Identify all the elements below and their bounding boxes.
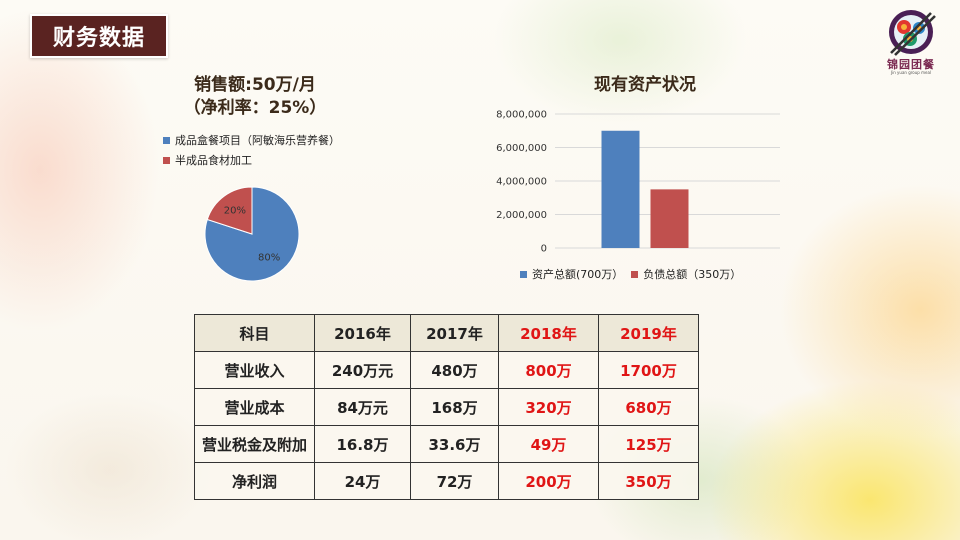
pie-slice-label: 80% <box>258 253 280 264</box>
pie-chart-subtitle: （净利率：25%） <box>183 98 327 118</box>
table-cell: 800万 <box>498 351 599 389</box>
bar-legend-item: 负债总额（350万） <box>631 266 741 282</box>
company-logo: 锦园团餐 Jin yuan group meal <box>876 8 946 80</box>
table-header-cell: 2017年 <box>410 314 499 352</box>
logo-name: 锦园团餐 <box>887 58 935 71</box>
bar-legend-label: 负债总额（350万） <box>643 268 742 281</box>
bar-legend-label: 资产总额(700万） <box>532 268 624 281</box>
bar <box>601 130 640 248</box>
table-cell: 1700万 <box>598 351 699 389</box>
pie-legend-item: 成品盒餐项目（阿敏海乐营养餐） <box>163 130 340 150</box>
legend-swatch-blue <box>163 136 170 144</box>
pie-slice-label: 20% <box>224 205 246 216</box>
y-tick-label: 0 <box>541 244 547 255</box>
table-cell: 24万 <box>314 462 411 500</box>
pie-legend-label: 成品盒餐项目（阿敏海乐营养餐） <box>175 134 340 147</box>
pie-legend: 成品盒餐项目（阿敏海乐营养餐） 半成品食材加工 <box>163 130 340 170</box>
y-tick-label: 2,000,000 <box>496 210 547 221</box>
table-header-cell: 2016年 <box>314 314 411 352</box>
logo-emblem-icon <box>889 10 936 56</box>
table-header-row: 科目 2016年 2017年 2018年 2019年 <box>194 314 699 352</box>
section-header: 财务数据 <box>30 14 168 58</box>
table-cell: 320万 <box>498 388 599 426</box>
y-tick-label: 8,000,000 <box>496 110 547 121</box>
logo-tagline: Jin yuan group meal <box>890 70 932 75</box>
table-cell: 营业收入 <box>194 351 315 389</box>
table-cell: 净利润 <box>194 462 315 500</box>
pie-legend-item: 半成品食材加工 <box>163 150 340 170</box>
table-cell: 168万 <box>410 388 499 426</box>
legend-swatch-red <box>163 156 170 164</box>
table-row: 营业收入 240万元 480万 800万 1700万 <box>194 351 699 389</box>
table-cell: 49万 <box>498 425 599 463</box>
table-header-cell: 科目 <box>194 314 315 352</box>
table-row: 营业税金及附加 16.8万 33.6万 49万 125万 <box>194 425 699 463</box>
legend-swatch-blue <box>520 270 527 278</box>
table-cell: 350万 <box>598 462 699 500</box>
table-cell: 72万 <box>410 462 499 500</box>
pie-legend-label: 半成品食材加工 <box>175 154 252 167</box>
table-cell: 84万元 <box>314 388 411 426</box>
table-cell: 营业税金及附加 <box>194 425 315 463</box>
table-cell: 33.6万 <box>410 425 499 463</box>
table-cell: 16.8万 <box>314 425 411 463</box>
bar-legend-item: 资产总额(700万） <box>520 266 623 282</box>
pie-chart-title: 销售额:50万/月 <box>194 75 316 95</box>
table-cell: 200万 <box>498 462 599 500</box>
bar-legend: 资产总额(700万） 负债总额（350万） <box>520 266 749 282</box>
table-header-cell: 2018年 <box>498 314 599 352</box>
section-title: 财务数据 <box>52 26 145 51</box>
table-row: 营业成本 84万元 168万 320万 680万 <box>194 388 699 426</box>
pie-chart: 80% 20% <box>204 186 300 282</box>
pie-slice <box>206 186 253 235</box>
table-cell: 营业成本 <box>194 388 315 426</box>
financial-table: 科目 2016年 2017年 2018年 2019年 营业收入 240万元 48… <box>194 314 699 500</box>
bar <box>650 189 689 248</box>
table-row: 净利润 24万 72万 200万 350万 <box>194 462 699 500</box>
bar-chart-title: 现有资产状况 <box>594 75 696 95</box>
table-cell: 480万 <box>410 351 499 389</box>
table-cell: 240万元 <box>314 351 411 389</box>
table-cell: 125万 <box>598 425 699 463</box>
legend-swatch-red <box>631 270 639 278</box>
table-header-cell: 2019年 <box>598 314 699 352</box>
bar-chart: 0 2,000,000 4,000,000 6,000,000 8,000,000 <box>496 110 780 255</box>
y-tick-label: 6,000,000 <box>496 143 547 154</box>
y-tick-label: 4,000,000 <box>496 177 547 188</box>
table-cell: 680万 <box>598 388 699 426</box>
